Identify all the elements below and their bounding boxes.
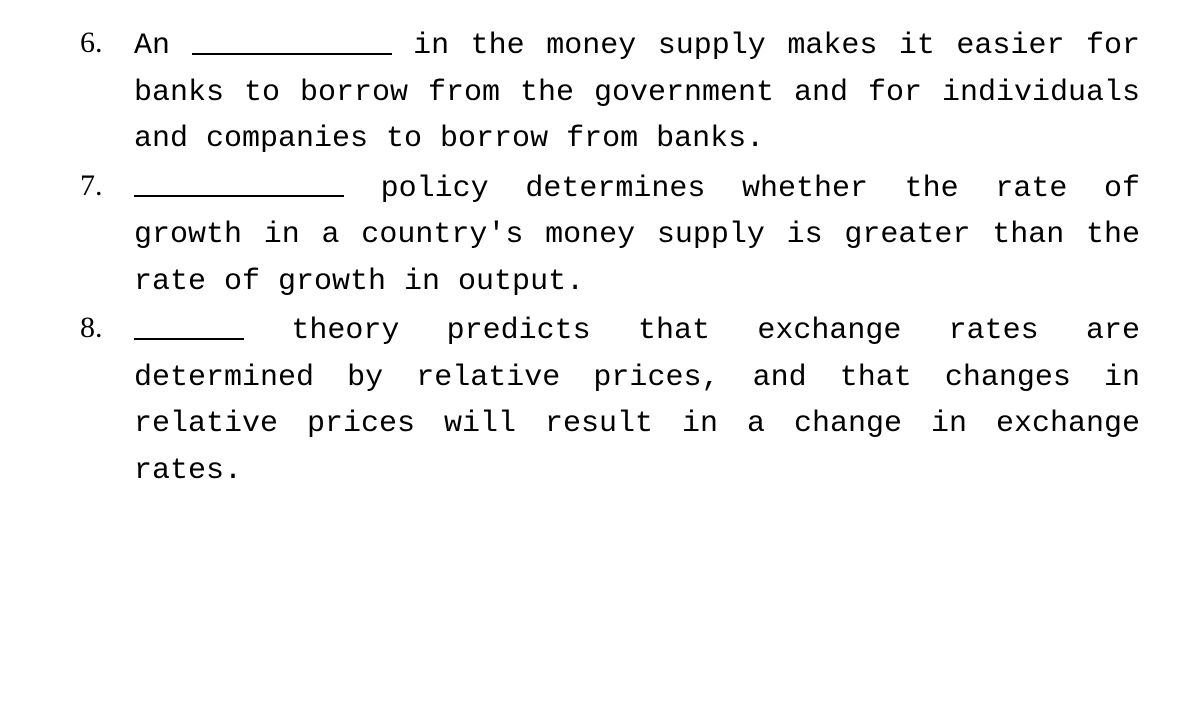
question-7: 7. policy determines whether the rate of… — [80, 163, 1140, 306]
question-text: theory predicts that exchange rates are … — [134, 305, 1140, 494]
question-text: policy determines whether the rate of gr… — [134, 163, 1140, 306]
question-number: 6. — [80, 20, 134, 163]
question-number: 8. — [80, 305, 134, 494]
question-8: 8. theory predicts that exchange rates a… — [80, 305, 1140, 494]
question-number: 7. — [80, 163, 134, 306]
fill-in-blank[interactable] — [134, 307, 244, 340]
question-text: An in the money supply makes it easier f… — [134, 20, 1140, 163]
question-6: 6. An in the money supply makes it easie… — [80, 20, 1140, 163]
text-before-blank: An — [134, 29, 192, 63]
fill-in-blank[interactable] — [192, 22, 392, 55]
text-after-blank: theory predicts that exchange rates are … — [134, 314, 1140, 488]
fill-in-blank[interactable] — [134, 164, 344, 197]
